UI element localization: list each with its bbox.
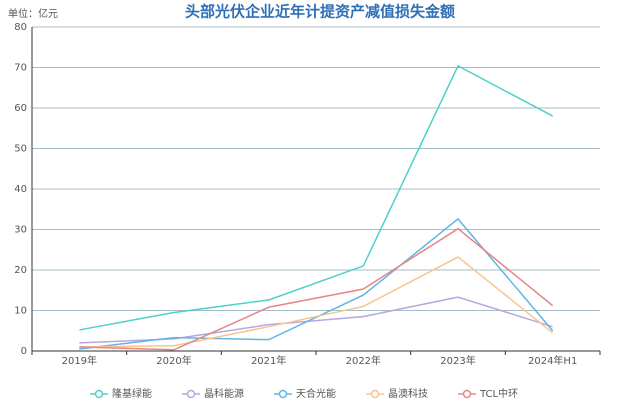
y-tick-label: 60 <box>14 103 27 114</box>
y-tick-label: 80 <box>14 22 27 33</box>
legend-marker <box>278 389 288 399</box>
x-tick-label: 2021年 <box>251 354 286 367</box>
series-line <box>79 64 554 331</box>
series-line <box>79 296 553 344</box>
y-tick-label: 10 <box>14 306 27 317</box>
y-tick-label: 70 <box>14 63 27 74</box>
y-tick-label: 50 <box>14 144 27 155</box>
series-line <box>79 217 554 350</box>
legend-label: TCL中环 <box>479 387 518 400</box>
legend-label: 晶科能源 <box>204 387 244 400</box>
y-tick-label: 20 <box>14 265 27 276</box>
x-tick-label: 2022年 <box>346 354 381 367</box>
x-tick-label: 2023年 <box>440 354 475 367</box>
y-tick-label: 40 <box>14 184 27 195</box>
x-tick-label: 2024年H1 <box>528 354 577 367</box>
legend-marker <box>94 389 104 399</box>
y-tick-label: 0 <box>21 346 27 357</box>
chart-title: 头部光伏企业近年计提资产减值损失金额 <box>185 3 455 21</box>
legend-label: 晶澳科技 <box>388 387 428 400</box>
legend-label: 隆基绿能 <box>112 387 152 400</box>
legend-marker <box>186 389 196 399</box>
x-tick-label: 2019年 <box>62 354 97 367</box>
legend-marker <box>462 389 472 399</box>
legend-label: 天合光能 <box>296 387 336 400</box>
series-line <box>79 256 554 348</box>
y-tick-label: 30 <box>14 225 27 236</box>
legend-marker <box>370 389 380 399</box>
x-tick-label: 2020年 <box>156 354 191 367</box>
y-axis-label: 单位：亿元 <box>8 7 58 20</box>
series-line <box>79 227 554 351</box>
